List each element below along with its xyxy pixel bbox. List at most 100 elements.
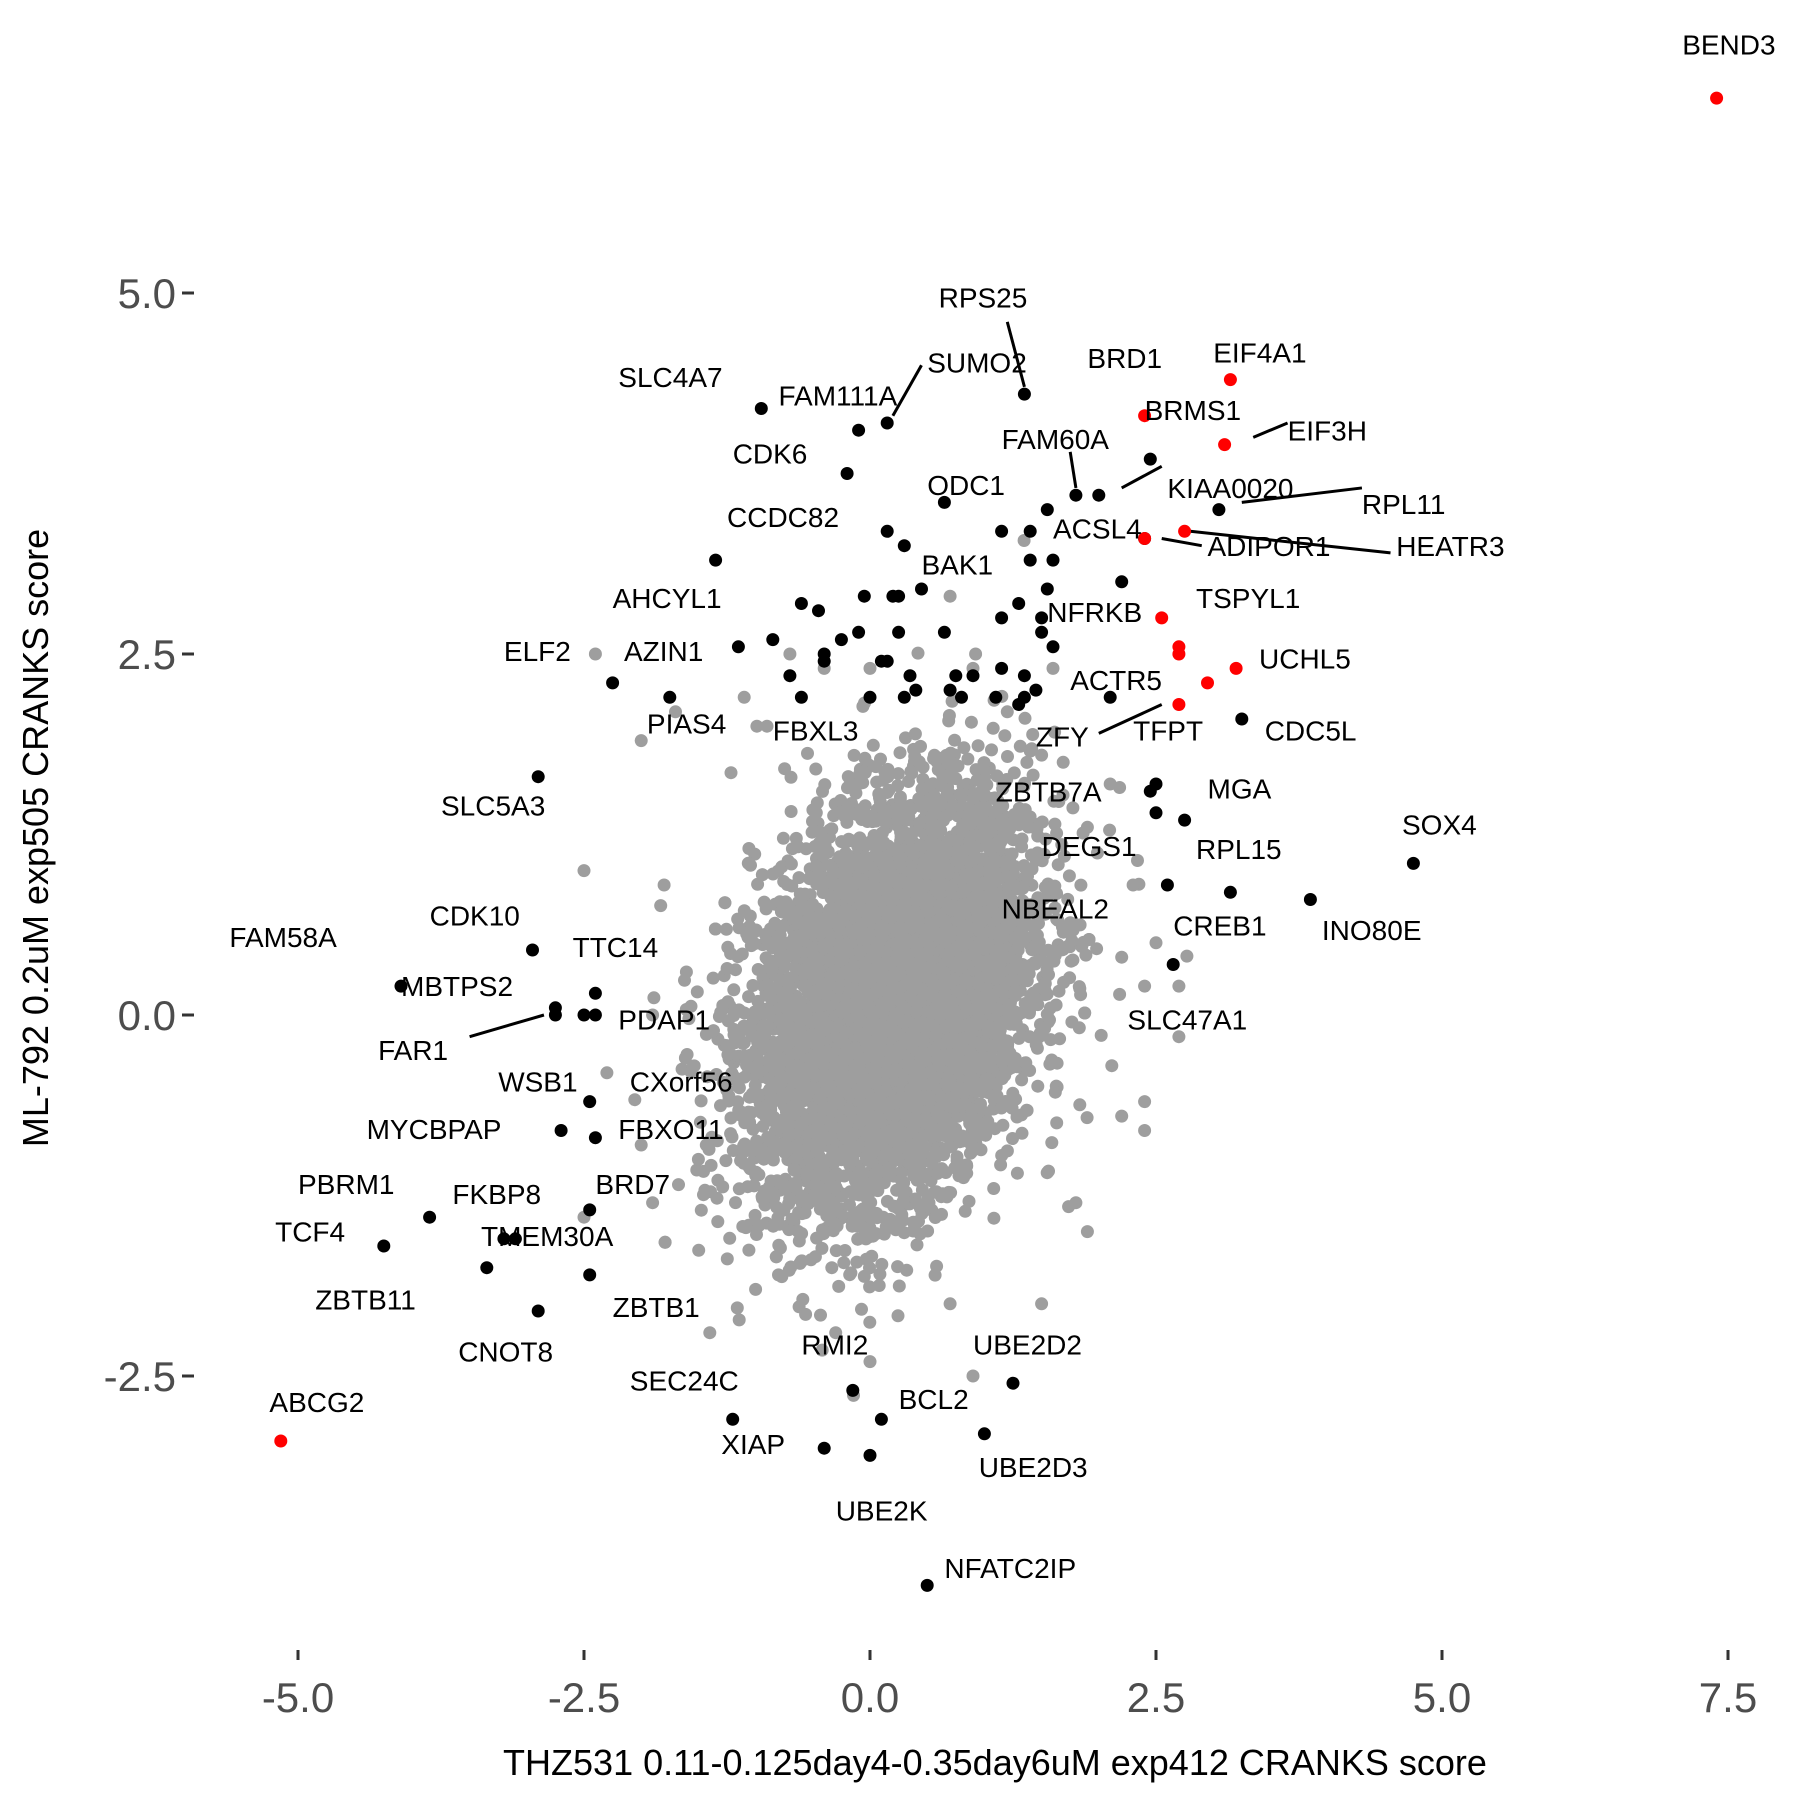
background-point xyxy=(1003,1046,1017,1060)
background-point xyxy=(895,1208,909,1222)
background-point xyxy=(1013,739,1027,753)
background-point xyxy=(1042,1164,1055,1178)
background-point xyxy=(908,727,922,741)
background-point xyxy=(694,1203,708,1217)
background-point xyxy=(1015,1126,1029,1140)
background-point xyxy=(891,767,905,781)
background-point xyxy=(964,715,978,729)
background-point xyxy=(873,1267,887,1281)
background-point xyxy=(1026,768,1040,782)
background-point xyxy=(877,1227,891,1241)
background-point xyxy=(1105,1059,1119,1073)
background-point xyxy=(752,1219,766,1232)
background-point xyxy=(784,805,798,818)
background-point xyxy=(849,786,863,800)
background-point xyxy=(813,825,827,839)
background-point xyxy=(737,904,751,918)
background-point xyxy=(809,762,823,776)
background-point xyxy=(1043,1057,1057,1071)
background-point xyxy=(825,860,839,874)
background-point xyxy=(694,1094,708,1108)
background-point xyxy=(961,752,975,766)
background-point xyxy=(746,979,760,992)
background-point xyxy=(697,1164,710,1178)
background-point xyxy=(996,1118,1010,1132)
background-point xyxy=(813,1202,827,1216)
background-point xyxy=(899,731,912,745)
background-point xyxy=(760,978,774,992)
background-point xyxy=(766,867,780,881)
background-point xyxy=(872,1279,886,1292)
background-point xyxy=(1080,1111,1094,1125)
background-point xyxy=(721,995,735,1009)
background-point xyxy=(1103,823,1117,837)
background-point xyxy=(719,1154,733,1168)
background-point xyxy=(1090,846,1104,860)
background-point xyxy=(1131,854,1144,867)
background-point xyxy=(840,815,854,829)
background-point xyxy=(801,746,814,760)
background-point xyxy=(785,842,799,856)
background-point xyxy=(1015,1073,1029,1087)
background-point xyxy=(732,1313,746,1327)
background-point xyxy=(910,1238,924,1252)
background-point xyxy=(998,729,1012,743)
background-point xyxy=(758,1184,771,1198)
background-point xyxy=(711,1173,725,1187)
background-point xyxy=(957,741,971,755)
background-point xyxy=(891,779,905,793)
background-point xyxy=(706,971,720,985)
background-point xyxy=(1073,1098,1087,1112)
background-point xyxy=(738,1070,751,1084)
background-point xyxy=(942,709,956,722)
background-point xyxy=(1057,849,1071,863)
background-point xyxy=(723,1231,737,1245)
background-point xyxy=(1066,801,1080,815)
background-point xyxy=(915,1156,929,1170)
background-point xyxy=(1005,847,1019,861)
background-point xyxy=(1006,1132,1019,1145)
background-point xyxy=(1073,982,1087,996)
background-point xyxy=(950,1154,964,1167)
background-point xyxy=(1043,1001,1057,1015)
background-point xyxy=(1050,1116,1064,1130)
background-point xyxy=(726,1144,740,1157)
background-point xyxy=(720,1252,734,1266)
background-point xyxy=(1010,1166,1024,1180)
background-point xyxy=(1020,755,1034,769)
background-point xyxy=(654,899,668,913)
background-point xyxy=(751,877,765,891)
background-point xyxy=(789,831,803,845)
background-point xyxy=(711,1215,725,1229)
background-point xyxy=(741,856,755,870)
background-point xyxy=(750,719,764,733)
background-point xyxy=(814,1308,827,1322)
background-point xyxy=(893,746,907,760)
background-point xyxy=(784,1260,798,1274)
background-point xyxy=(1079,948,1093,962)
background-point xyxy=(776,831,790,845)
background-point xyxy=(682,1012,696,1026)
background-point xyxy=(647,991,661,1005)
background-point xyxy=(995,1149,1009,1162)
background-point xyxy=(854,803,868,816)
background-point xyxy=(980,778,994,792)
background-point xyxy=(697,1188,710,1202)
background-point xyxy=(799,1307,813,1321)
background-point xyxy=(1062,869,1076,883)
background-point xyxy=(832,1279,846,1293)
background-point xyxy=(1048,725,1062,739)
background-point xyxy=(758,1198,772,1212)
background-point xyxy=(866,738,880,752)
background-point xyxy=(863,1315,877,1329)
background-point xyxy=(692,1243,706,1257)
background-point xyxy=(1052,795,1066,808)
background-point xyxy=(962,1194,976,1208)
background-points xyxy=(577,534,1194,1402)
background-point xyxy=(815,1343,829,1357)
background-point xyxy=(628,1093,642,1107)
background-point xyxy=(1052,984,1066,998)
background-point xyxy=(1048,901,1062,915)
